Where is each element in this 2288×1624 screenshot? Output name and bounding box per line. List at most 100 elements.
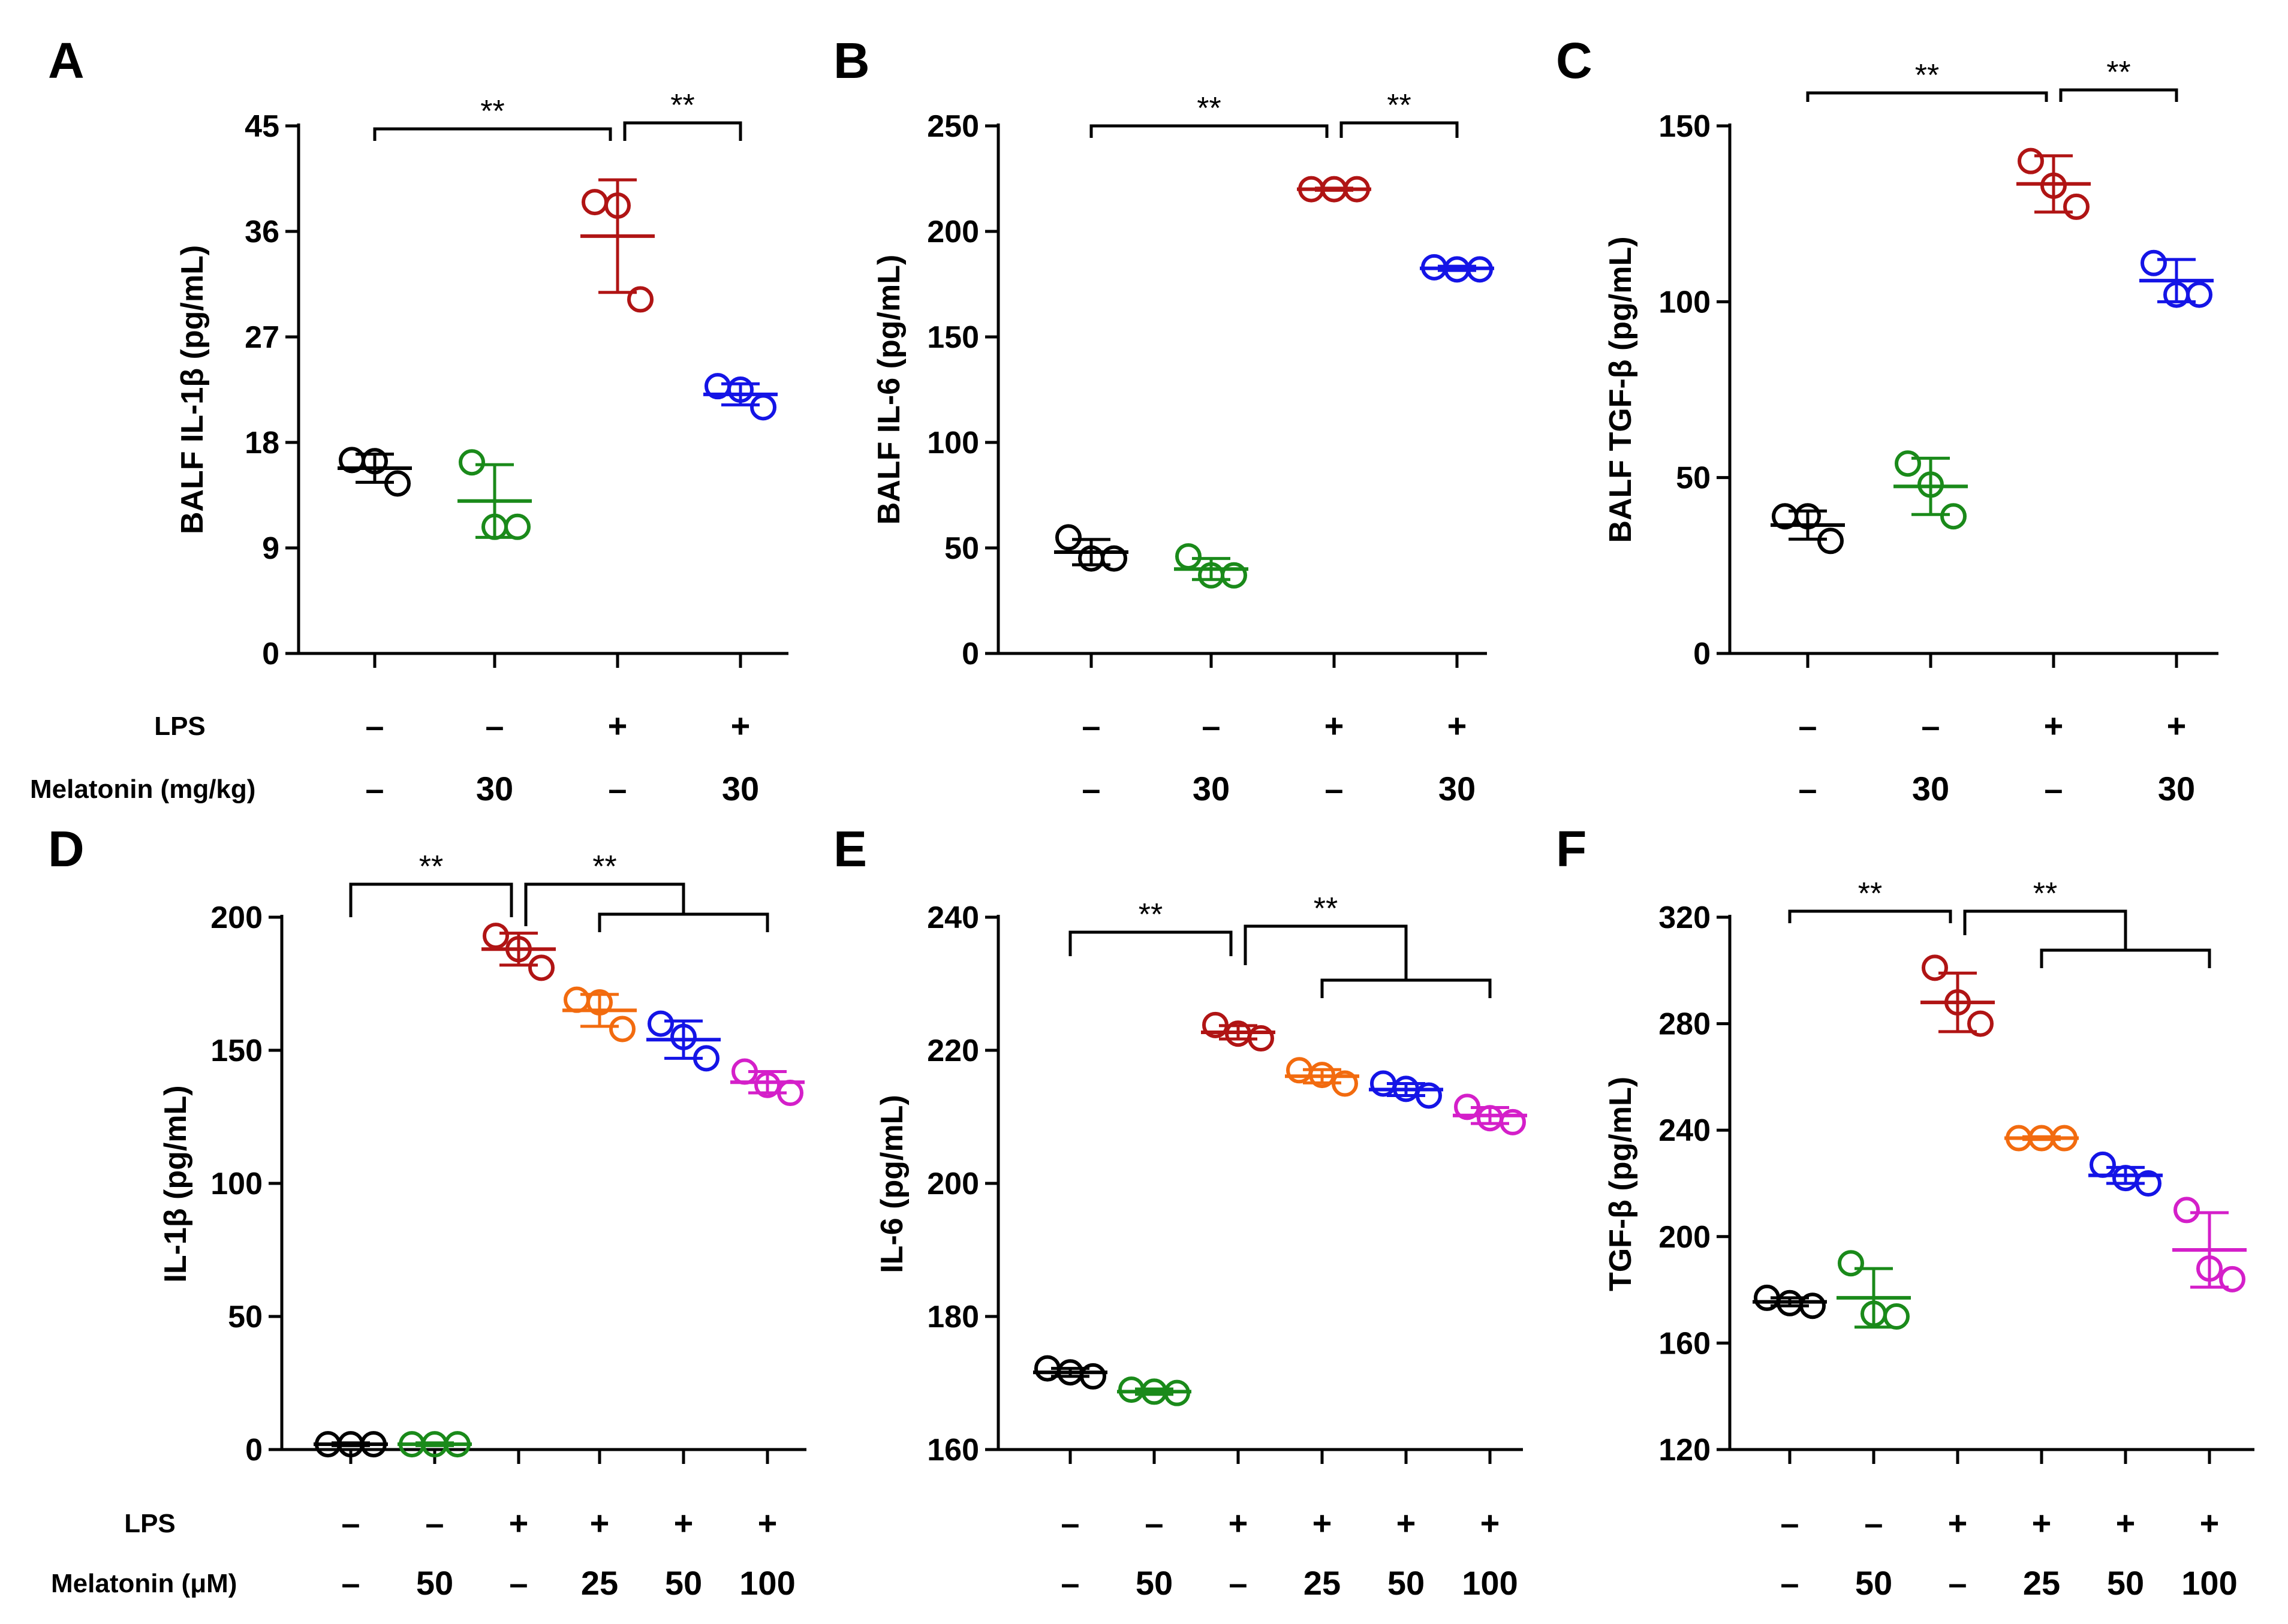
melatonin-dose-label: 100 <box>1462 1564 1518 1602</box>
y-axis-label: BALF TGF-β (pg/mL) <box>1603 236 1638 543</box>
lps-condition-label: – <box>425 1504 444 1542</box>
significance-bracket: ** <box>623 88 742 141</box>
data-point <box>1917 471 1944 498</box>
y-tick-label: 50 <box>944 531 979 566</box>
significance-label: ** <box>480 94 504 129</box>
melatonin-dose-label: – <box>608 770 627 808</box>
melatonin-dose-label: 50 <box>1855 1564 1892 1602</box>
y-tick-label: 150 <box>210 1034 263 1068</box>
data-group <box>1453 1093 1527 1135</box>
data-point <box>2090 1151 2116 1178</box>
melatonin-dose-label: – <box>365 770 384 808</box>
data-group <box>1297 176 1371 203</box>
lps-condition-label: + <box>608 707 628 745</box>
panel-letter: C <box>1556 32 1592 89</box>
lps-condition-label: – <box>1780 1504 1799 1542</box>
data-point <box>1344 176 1370 203</box>
melatonin-dose-label: 50 <box>665 1564 702 1602</box>
y-tick-label: 150 <box>1658 109 1711 144</box>
panel-letter: F <box>1556 821 1586 877</box>
melatonin-dose-label: 30 <box>476 770 513 808</box>
significance-bracket: ** <box>1089 91 1329 138</box>
data-group <box>1033 1355 1107 1390</box>
lps-condition-label: + <box>758 1504 778 1542</box>
bracket-line-group <box>598 912 769 932</box>
y-tick-label: 320 <box>1658 900 1711 935</box>
y-tick-label: 0 <box>1693 637 1711 671</box>
data-point <box>1940 503 1967 530</box>
y-tick-label: 150 <box>927 320 979 355</box>
data-point <box>483 923 509 950</box>
data-group <box>338 447 412 497</box>
lps-condition-label: + <box>1396 1504 1416 1542</box>
melatonin-dose-label: – <box>2044 770 2063 808</box>
data-group <box>1201 1011 1275 1052</box>
data-point <box>1500 1108 1526 1135</box>
data-point <box>444 1431 471 1458</box>
panel-b: B 0 50 100 150 200 250 BALF IL-6 (pg/mL) – – + + – 30… <box>833 32 1494 808</box>
lps-condition-label: + <box>2032 1504 2052 1542</box>
panel-letter: B <box>833 32 870 89</box>
melatonin-dose-label: 50 <box>1387 1564 1425 1602</box>
data-point <box>777 1080 803 1107</box>
data-point <box>2219 1266 2245 1292</box>
bracket-line <box>1068 930 1233 956</box>
data-group <box>314 1431 388 1458</box>
bracket-line <box>2059 88 2178 102</box>
lps-condition-label: – <box>365 707 384 745</box>
panel-letter: D <box>48 821 85 877</box>
melatonin-dose-label: 50 <box>2107 1564 2144 1602</box>
panel-f: F 120 160 200 240 280 320 TGF-β (pg/mL) – – + + + + – 5… <box>1556 821 2254 1602</box>
data-group <box>2088 1151 2163 1197</box>
row-label-melatonin: Melatonin (μM) <box>51 1569 237 1598</box>
data-point <box>1467 256 1493 283</box>
significance-label: ** <box>2106 55 2130 90</box>
melatonin-dose-label: – <box>1082 770 1100 808</box>
melatonin-dose-label: 50 <box>1136 1564 1173 1602</box>
melatonin-dose-label: 100 <box>739 1564 795 1602</box>
y-tick-label: 50 <box>1676 461 1711 496</box>
data-group <box>1174 543 1248 589</box>
y-tick-label: 250 <box>927 109 979 144</box>
data-group <box>580 178 655 313</box>
data-point <box>1454 1093 1480 1120</box>
data-point <box>1967 1010 1994 1037</box>
data-point <box>627 286 654 313</box>
panel-e: E 160 180 200 220 240 IL-6 (pg/mL) – – + + + + – 50 – 25… <box>833 821 1527 1602</box>
y-tick-label: 100 <box>210 1167 263 1201</box>
data-group <box>1893 450 1968 530</box>
data-point <box>1795 503 1821 530</box>
data-group <box>646 1010 721 1072</box>
lps-condition-label: – <box>485 707 504 745</box>
lps-condition-label: + <box>2200 1504 2220 1542</box>
data-group <box>1771 503 1845 555</box>
lps-condition-label: + <box>1324 707 1344 745</box>
y-tick-label: 180 <box>927 1300 979 1334</box>
significance-label: ** <box>1858 876 1882 911</box>
significance-label: ** <box>670 88 694 123</box>
y-tick-label: 160 <box>1658 1326 1711 1361</box>
data-point <box>1309 1062 1335 1089</box>
data-point <box>604 192 631 219</box>
data-point <box>528 954 555 981</box>
bracket-line <box>1806 91 2048 102</box>
y-axis-label: BALF IL-1β (pg/mL) <box>175 245 210 534</box>
data-group <box>1054 524 1128 572</box>
data-point <box>1332 1070 1358 1097</box>
y-tick-label: 0 <box>962 637 979 671</box>
lps-condition-label: + <box>1447 707 1467 745</box>
lps-condition-label: – <box>1082 707 1100 745</box>
data-point <box>2141 249 2167 276</box>
data-group <box>398 1431 472 1458</box>
panel-letter: A <box>48 32 85 89</box>
melatonin-dose-label: 30 <box>1438 770 1476 808</box>
bracket-line <box>373 127 612 141</box>
lps-condition-label: – <box>1798 707 1817 745</box>
lps-condition-label: + <box>2116 1504 2136 1542</box>
significance-bracket: ** <box>373 94 612 141</box>
y-axis-label: IL-6 (pg/mL) <box>875 1095 910 1273</box>
y-tick-label: 200 <box>927 1167 979 1201</box>
data-point <box>1799 1292 1826 1319</box>
y-tick-label: 45 <box>245 109 279 144</box>
